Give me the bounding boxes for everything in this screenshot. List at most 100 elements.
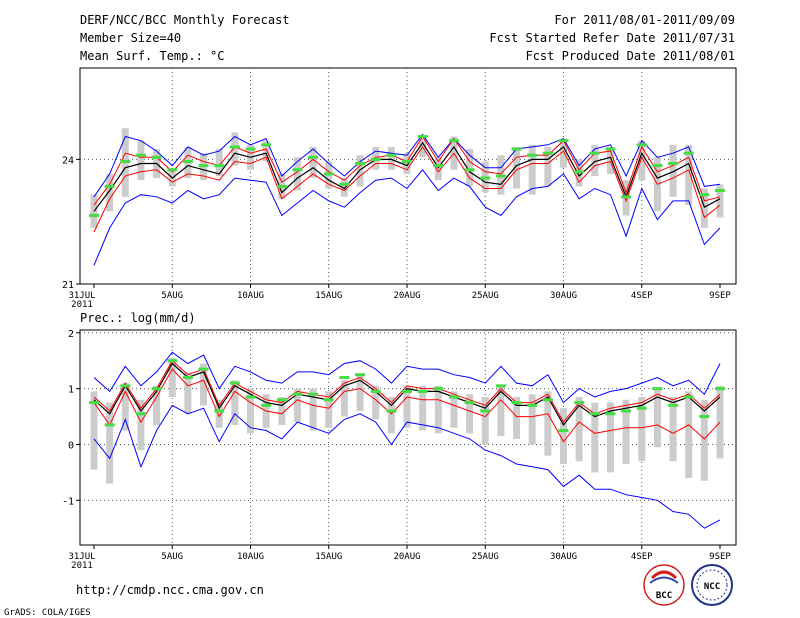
prec-spread-box: [215, 399, 223, 428]
temp-spread-box: [528, 144, 536, 195]
bcc-logo: BCC: [643, 564, 685, 606]
temp-observation-mark: [167, 168, 178, 172]
temp-observation-mark: [402, 159, 412, 163]
prec-min-line: [93, 404, 721, 529]
figure-title: DERF/NCC/BCC Monthly Forecast: [80, 13, 290, 27]
prec-observation-mark: [151, 387, 162, 391]
prec-xtick-label: 15AUG: [315, 552, 342, 562]
prec-observation-mark: [229, 381, 240, 385]
variable-label: Mean Surf. Temp.: °C: [80, 49, 225, 63]
temp-xtick-label: 4SEP: [631, 291, 653, 301]
temp-observation-mark: [589, 151, 600, 155]
temp-observation-mark: [229, 145, 240, 149]
temp-xtick-label: 25AUG: [472, 291, 499, 301]
prec-ytick-label: 0: [68, 440, 74, 451]
prec-observation-mark: [323, 398, 334, 402]
forecast-started-date: Fcst Started Refer Date 2011/07/31: [489, 31, 735, 45]
prec-spread-box: [419, 385, 427, 431]
temp-spread-box: [106, 173, 114, 212]
prec-spread-box: [372, 385, 380, 420]
prec-xtick-label: 30AUG: [550, 552, 577, 562]
member-size: Member Size=40: [80, 31, 181, 45]
temp-xtick-label: 30AUG: [550, 291, 577, 301]
prec-spread-box: [622, 399, 630, 465]
temp-min-line: [93, 168, 721, 266]
temp-observation-mark: [605, 147, 616, 151]
prec-spread-box: [200, 363, 208, 406]
temp-spread-box: [90, 194, 98, 228]
prec-spread-box: [168, 357, 176, 398]
footer-url[interactable]: http://cmdp.ncc.cma.gov.cn: [76, 583, 264, 597]
temp-observation-mark: [464, 168, 475, 172]
prec-upper-line: [93, 359, 721, 423]
prec-observation-mark: [402, 389, 412, 393]
temp-spread-box: [606, 146, 614, 174]
prec-spread-box: [700, 399, 708, 481]
prec-ytick-label: 2: [68, 329, 74, 340]
prec-observation-mark: [104, 423, 115, 427]
prec-spread-box: [513, 397, 521, 439]
temp-observation-mark: [699, 193, 710, 197]
temp-observation-mark: [292, 168, 303, 172]
prec-observation-mark: [621, 409, 632, 413]
temp-observation-mark: [668, 162, 679, 166]
prec-observation-mark: [308, 392, 319, 396]
temp-spread-box: [309, 146, 317, 179]
prec-xtick-label: 31JUL: [68, 552, 95, 562]
temp-observation-mark: [261, 143, 272, 147]
prec-spread-box: [466, 394, 474, 434]
temp-plot-frame: [79, 67, 737, 285]
prec-observation-mark: [668, 403, 679, 407]
temp-observation-mark: [417, 135, 428, 139]
temp-spread-box: [387, 146, 395, 170]
temp-xtick-label: 31JUL: [68, 291, 95, 301]
temp-spread-box: [638, 140, 646, 181]
prec-observation-mark: [636, 406, 647, 410]
temp-observation-mark: [527, 153, 538, 157]
prec-observation-mark: [605, 412, 616, 416]
ncc-logo-text: NCC: [704, 582, 720, 592]
prec-observation-mark: [355, 373, 366, 377]
temp-spread-box: [231, 132, 239, 166]
prec-observation-mark: [276, 398, 287, 402]
prec-observation-mark: [261, 403, 272, 407]
temp-observation-mark: [308, 155, 319, 159]
prec-xtick-label: 20AUG: [393, 552, 420, 562]
temp-spread-box: [716, 184, 724, 218]
temp-spread-box: [262, 140, 270, 162]
prec-observation-mark: [511, 401, 522, 405]
prec-xtick-label: 2011: [71, 561, 93, 571]
prec-spread-box: [293, 388, 301, 423]
prec-observation-mark: [292, 392, 303, 396]
temp-observation-mark: [214, 164, 225, 168]
prec-observation-mark: [683, 395, 694, 399]
prec-observation-mark: [89, 401, 99, 405]
temp-observation-mark: [652, 164, 663, 168]
temp-spread-box: [685, 144, 693, 206]
prec-observation-mark: [527, 403, 538, 407]
temp-observation-mark: [276, 184, 287, 188]
temp-observation-mark: [339, 182, 350, 186]
temp-ytick-label: 21: [62, 280, 74, 291]
prec-observation-mark: [464, 401, 475, 405]
temp-observation-mark: [636, 143, 647, 147]
temp-mean-line: [93, 141, 721, 212]
prec-spread-box: [434, 385, 442, 434]
temp-spread-box: [591, 144, 599, 176]
prec-observation-mark: [135, 412, 146, 416]
prec-spread-box: [153, 385, 161, 425]
forecast-period: For 2011/08/01-2011/09/09: [554, 13, 735, 27]
prec-spread-box: [278, 397, 286, 425]
prec-spread-box: [184, 371, 192, 414]
prec-spread-box: [575, 397, 583, 462]
temp-spread-box: [544, 146, 552, 187]
ncc-logo: NCC: [691, 564, 733, 606]
temp-spread-box: [669, 144, 677, 197]
temp-observation-mark: [370, 157, 381, 161]
temp-observation-mark: [621, 195, 632, 199]
prec-ytick-label: -1: [62, 496, 74, 507]
prec-plot-frame: [79, 329, 737, 546]
temp-observation-mark: [198, 164, 209, 168]
temp-xtick-label: 2011: [71, 300, 93, 310]
